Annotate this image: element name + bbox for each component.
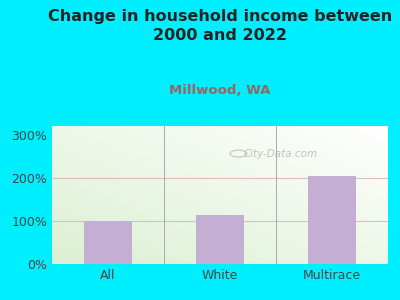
Bar: [196, 215, 244, 264]
Bar: [84, 221, 132, 264]
Text: City-Data.com: City-Data.com: [244, 148, 318, 159]
Text: Millwood, WA: Millwood, WA: [169, 84, 271, 97]
Bar: [308, 176, 356, 264]
Text: Change in household income between
2000 and 2022: Change in household income between 2000 …: [48, 9, 392, 43]
